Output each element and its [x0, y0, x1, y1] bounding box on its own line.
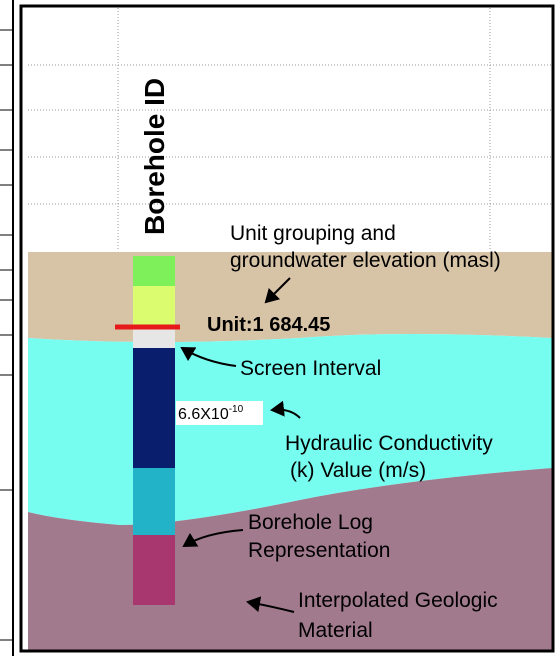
k-exponent: -10	[229, 404, 244, 415]
grid	[28, 8, 552, 250]
unit-grouping-2: groundwater elevation (masl)	[230, 249, 501, 272]
diagram: Borehole ID 6.6X10-10 Unit grouping and …	[0, 0, 556, 656]
k-base: 6.6X10	[178, 406, 229, 423]
borehole-log-2: Representation	[248, 539, 390, 562]
borehole-log-1: Borehole Log	[248, 511, 373, 534]
screen-interval: Screen Interval	[240, 357, 381, 380]
unit-grouping-1: Unit grouping and	[230, 222, 396, 245]
hydraulic-2: (k) Value (m/s)	[290, 459, 426, 482]
left-table	[0, 0, 13, 656]
interpolated-1: Interpolated Geologic	[298, 589, 498, 612]
borehole-id: Borehole ID	[139, 78, 170, 235]
hydraulic-1: Hydraulic Conductivity	[285, 432, 493, 455]
unit-value: Unit:1 684.45	[207, 314, 330, 336]
interpolated-2: Material	[298, 619, 373, 642]
